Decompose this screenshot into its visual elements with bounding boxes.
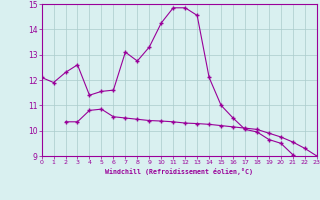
- X-axis label: Windchill (Refroidissement éolien,°C): Windchill (Refroidissement éolien,°C): [105, 168, 253, 175]
